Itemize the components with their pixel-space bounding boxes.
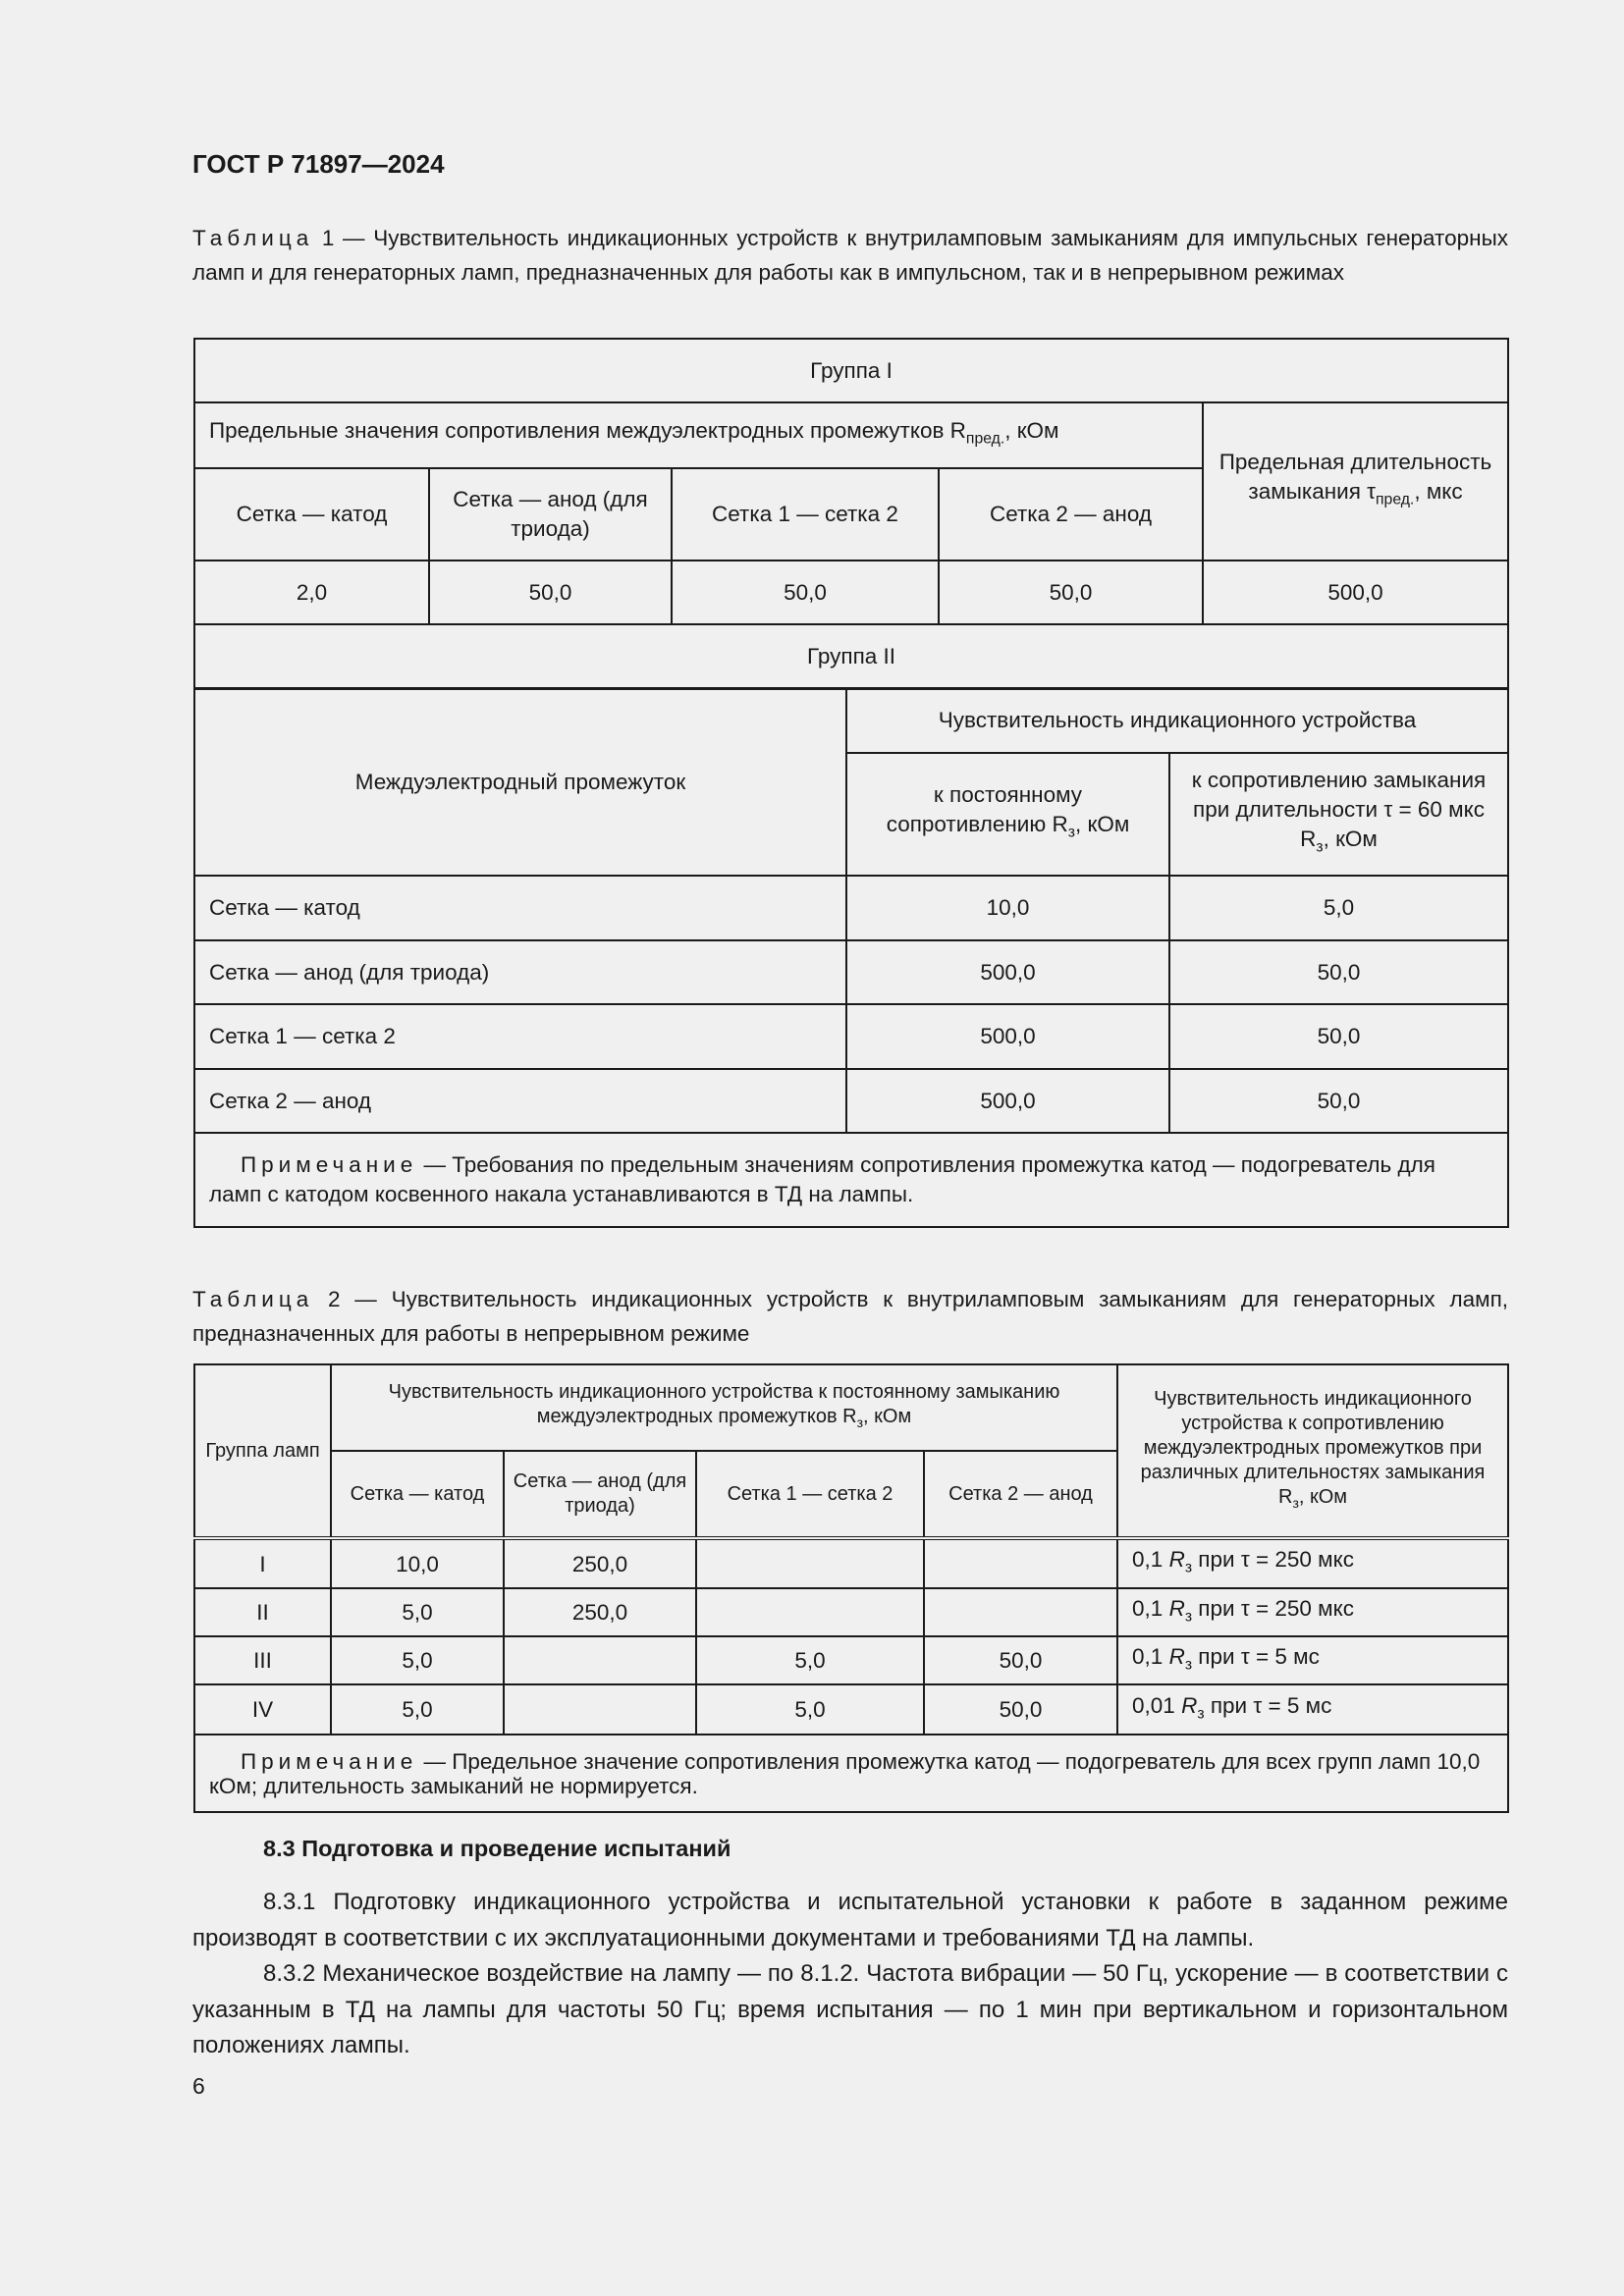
cell: 500,0: [1201, 560, 1510, 625]
cell: Сетка — анод (для триода): [193, 939, 847, 1005]
cell: 5,0: [1168, 875, 1509, 941]
cell: [922, 1587, 1119, 1637]
cell: I: [193, 1537, 332, 1589]
col-header: Сетка 1 — сетка 2: [695, 1450, 925, 1540]
paragraph: 8.3.2 Механическое воздействие на лампу …: [192, 1960, 1508, 2058]
cell: 250,0: [503, 1537, 697, 1589]
cell: III: [193, 1635, 332, 1685]
cell: 250,0: [503, 1587, 697, 1637]
table-row: Сетка — анод (для триода) 500,0 50,0: [193, 939, 1509, 1005]
cell: 5,0: [695, 1683, 925, 1735]
pulse-header: Чувствительность индикационного устройст…: [1116, 1363, 1510, 1539]
cell: [695, 1537, 925, 1589]
cell: 50,0: [428, 560, 673, 625]
table-row: II 5,0 250,0 0,1 Rз при τ = 250 мкс: [193, 1587, 1510, 1637]
table1-caption: Таблица 1 — Чувствительность индикационн…: [192, 222, 1508, 290]
cell: 50,0: [671, 560, 940, 625]
cell: Сетка 1 — сетка 2: [193, 1003, 847, 1070]
caption-text: 1 — Чувствительность индикационных устро…: [192, 226, 1508, 285]
cell: 5,0: [330, 1635, 505, 1685]
caption-label: Таблица: [192, 226, 314, 250]
table-1: Группа I Предельные значения сопротивлен…: [192, 338, 1510, 690]
cell: 500,0: [845, 939, 1170, 1005]
cell: 500,0: [845, 1068, 1170, 1134]
table-row: I 10,0 250,0 0,1 Rз при τ = 250 мкс: [193, 1537, 1510, 1589]
cell: [503, 1635, 697, 1685]
cell: 50,0: [1168, 1068, 1509, 1134]
table2-caption: Таблица 2 — Чувствительность индикационн…: [192, 1283, 1508, 1351]
cell: Сетка 2 — анод: [193, 1068, 847, 1134]
gap-header: Междуэлектродный промежуток: [193, 687, 847, 877]
cell: [922, 1537, 1119, 1589]
col-header: Сетка — анод (для триода): [428, 467, 673, 561]
const-header: Чувствительность индикационного устройст…: [329, 1363, 1119, 1452]
table-1-group2: Междуэлектродный промежуток Чувствительн…: [193, 687, 1509, 1228]
col-header: Сетка 1 — сетка 2: [671, 467, 940, 561]
col-header: Сетка — анод (для триода): [503, 1450, 697, 1540]
group1-title: Группа I: [192, 338, 1510, 403]
cell: Сетка — катод: [193, 875, 847, 941]
cell: 50,0: [1168, 939, 1509, 1005]
cell: 10,0: [845, 875, 1170, 941]
group2-title: Группа II: [192, 623, 1510, 690]
section-title: 8.3 Подготовка и проведение испытаний: [263, 1836, 731, 1861]
col-header: Сетка — катод: [330, 1450, 505, 1540]
table2-note: Примечание — Предельное значение сопроти…: [192, 1734, 1510, 1813]
table-row: IV 5,0 5,0 50,0 0,01 Rз при τ = 5 мс: [193, 1683, 1510, 1735]
cell: 50,0: [922, 1635, 1119, 1685]
table-row: Сетка 1 — сетка 2 500,0 50,0: [193, 1003, 1509, 1070]
pulse-header: к сопротивлению замыкания при длительнос…: [1168, 752, 1509, 877]
cell: 5,0: [695, 1635, 925, 1685]
col-header: Сетка — катод: [193, 467, 430, 561]
cell: 50,0: [938, 560, 1204, 625]
cell: [695, 1587, 925, 1637]
table-row: III 5,0 5,0 50,0 0,1 Rз при τ = 5 мс: [193, 1635, 1510, 1685]
cell: 500,0: [845, 1003, 1170, 1070]
cell: 2,0: [193, 560, 430, 625]
paragraph: 8.3.1 Подготовку индикационного устройст…: [192, 1889, 1508, 1951]
const-header: к постоянному сопротивлению Rз, кОм: [845, 752, 1170, 877]
table-2: Группа ламп Чувствительность индикационн…: [192, 1363, 1510, 1813]
cell: [503, 1683, 697, 1735]
cell: II: [193, 1587, 332, 1637]
table1-note: Примечание — Требования по предельным зн…: [193, 1132, 1509, 1228]
table-row: Сетка — катод 10,0 5,0: [193, 875, 1509, 941]
cell: 0,1 Rз при τ = 5 мс: [1116, 1635, 1510, 1685]
limits-header: Предельные значения сопротивления междуэ…: [193, 401, 1204, 469]
cell: 10,0: [330, 1537, 505, 1589]
caption-label: Таблица: [192, 1287, 314, 1311]
document-id: ГОСТ Р 71897—2024: [192, 149, 445, 179]
page-number: 6: [192, 2073, 205, 2099]
cell: 0,1 Rз при τ = 250 мкс: [1116, 1537, 1510, 1589]
caption-text: 2 — Чувствительность индикационных устро…: [192, 1287, 1508, 1346]
table-row: Сетка 2 — анод 500,0 50,0: [193, 1068, 1509, 1134]
cell: 0,01 Rз при τ = 5 мс: [1116, 1683, 1510, 1735]
cell: 5,0: [330, 1587, 505, 1637]
duration-header: Предельная длительность замыкания τпред.…: [1201, 401, 1510, 561]
cell: 0,1 Rз при τ = 250 мкс: [1116, 1587, 1510, 1637]
col-header: Сетка 2 — анод: [938, 467, 1204, 561]
cell: 5,0: [330, 1683, 505, 1735]
sensitivity-header: Чувствительность индикационного устройст…: [845, 687, 1509, 754]
cell: IV: [193, 1683, 332, 1735]
col-header: Сетка 2 — анод: [922, 1450, 1119, 1540]
cell: 50,0: [1168, 1003, 1509, 1070]
cell: 50,0: [922, 1683, 1119, 1735]
group-header: Группа ламп: [193, 1363, 332, 1539]
